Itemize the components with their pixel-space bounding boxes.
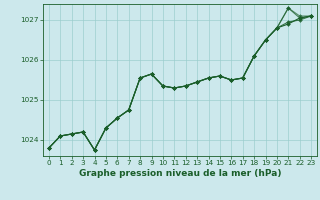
X-axis label: Graphe pression niveau de la mer (hPa): Graphe pression niveau de la mer (hPa) [79, 169, 281, 178]
